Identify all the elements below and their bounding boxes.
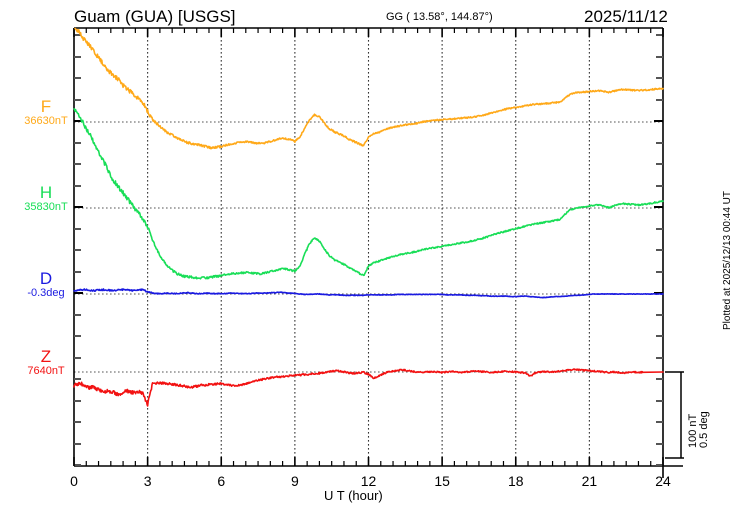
x-axis-ticks bbox=[73, 28, 664, 466]
legend-d: D -0.3deg bbox=[20, 270, 72, 300]
plot-frame bbox=[73, 27, 683, 478]
x-tick-label: 9 bbox=[291, 473, 299, 489]
x-tick-label: 12 bbox=[361, 473, 377, 489]
legend-h-symbol: H bbox=[39, 183, 53, 202]
geographic-coordinates: GG ( 13.58°, 144.87°) bbox=[386, 11, 493, 23]
trace-h bbox=[73, 108, 664, 280]
legend-d-symbol: D bbox=[39, 269, 53, 288]
scale-bar-deg: 0.5 deg bbox=[698, 411, 710, 448]
legend-h-value: 35830nT bbox=[24, 201, 68, 213]
x-axis-label: U T (hour) bbox=[324, 488, 383, 503]
legend-z-symbol: Z bbox=[40, 347, 52, 366]
legend-d-value: -0.3deg bbox=[27, 287, 65, 299]
legend-z-value: 7640nT bbox=[27, 365, 65, 377]
legend-h: H 35830nT bbox=[20, 184, 72, 214]
data-traces bbox=[73, 27, 664, 407]
x-tick-label: 18 bbox=[508, 473, 524, 489]
x-tick-label: 24 bbox=[655, 473, 671, 489]
trace-z bbox=[73, 368, 664, 407]
x-tick-label: 21 bbox=[582, 473, 598, 489]
gridlines bbox=[74, 28, 663, 466]
x-tick-label: 6 bbox=[217, 473, 225, 489]
legend-z: Z 7640nT bbox=[20, 348, 72, 378]
plotted-timestamp: Plotted at 2025/12/13 00:44 UT bbox=[722, 191, 730, 330]
observation-date: 2025/11/12 bbox=[584, 7, 668, 26]
y-axis-ticks bbox=[74, 34, 663, 466]
scale-bar bbox=[665, 371, 684, 459]
x-axis-tick-labels: 0 3 6 9 12 15 18 21 24 bbox=[70, 473, 671, 489]
legend-f: F 36630nT bbox=[20, 98, 72, 128]
legend-f-symbol: F bbox=[40, 97, 52, 116]
x-tick-label: 0 bbox=[70, 473, 78, 489]
x-tick-label: 15 bbox=[434, 473, 450, 489]
page-title: Guam (GUA) [USGS] bbox=[74, 7, 236, 26]
scale-bar-label: 100 nT 0.5 deg bbox=[687, 411, 710, 448]
trace-f bbox=[74, 27, 664, 150]
trace-d bbox=[73, 288, 664, 299]
x-tick-label: 3 bbox=[144, 473, 152, 489]
legend-f-value: 36630nT bbox=[24, 115, 68, 127]
